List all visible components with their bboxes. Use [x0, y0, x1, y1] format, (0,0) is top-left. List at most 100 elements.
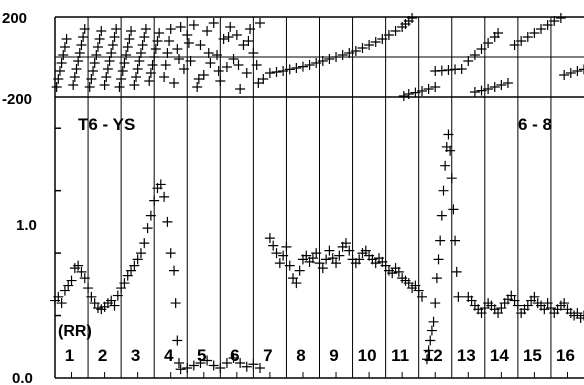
phase-point: [559, 70, 570, 80]
ratio-point: [268, 240, 279, 251]
ratio-point: [145, 210, 156, 221]
phase-point: [208, 18, 219, 28]
phase-point: [140, 24, 151, 34]
ratio-point: [142, 223, 153, 234]
ratio-point: [445, 145, 456, 156]
ratio-point: [139, 238, 150, 249]
x-label-5: 5: [197, 346, 206, 365]
phase-point: [119, 58, 130, 68]
phase-point: [135, 48, 146, 58]
ratio-point: [155, 179, 166, 190]
data-points: [50, 13, 584, 375]
phase-point: [99, 80, 110, 90]
phase-point: [129, 80, 140, 90]
ratio-point: [112, 290, 123, 301]
phase-point: [248, 48, 259, 58]
ratio-point: [172, 335, 183, 346]
ratio-point: [86, 291, 97, 302]
ratio-point: [83, 283, 94, 294]
phase-point: [430, 82, 441, 92]
x-label-1: 1: [65, 346, 74, 365]
ratio-point: [311, 248, 322, 259]
phase-point: [178, 64, 189, 74]
phase-point: [218, 34, 229, 44]
phase-point: [254, 18, 265, 28]
phase-point: [131, 72, 142, 82]
phase-point: [91, 50, 102, 60]
phase-point: [96, 26, 107, 36]
phase-point: [152, 36, 163, 46]
phase-point: [243, 36, 254, 46]
phase-point: [162, 48, 173, 58]
phase-point: [173, 54, 184, 64]
phase-point: [202, 26, 213, 36]
ratio-point: [235, 358, 246, 369]
phase-point: [235, 84, 246, 94]
ratio-point: [453, 291, 464, 302]
phase-point: [542, 20, 553, 30]
ratio-point: [450, 235, 461, 246]
ratio-point: [321, 254, 332, 265]
phase-point: [193, 74, 204, 84]
grid-lines: [55, 17, 584, 378]
phase-point: [92, 42, 103, 52]
phase-point: [476, 85, 487, 96]
ratio-point: [294, 265, 305, 276]
ratio-point: [413, 285, 424, 296]
annotation-left: T6 - YS: [78, 115, 135, 134]
ratio-point: [169, 265, 180, 276]
ratio-point: [334, 250, 345, 261]
ratio-point: [431, 273, 442, 284]
phase-point: [59, 42, 70, 52]
phase-point: [203, 48, 214, 58]
phase-point: [331, 52, 342, 62]
ratio-point: [221, 358, 232, 369]
ratio-point: [165, 248, 176, 259]
phase-point: [114, 82, 125, 92]
phase-point: [101, 72, 112, 82]
phase-point: [182, 30, 193, 40]
phase-point: [225, 22, 236, 32]
phase-point: [89, 58, 100, 68]
ratio-point: [440, 160, 451, 171]
top-ytick-max: 200: [2, 10, 27, 27]
phase-point: [291, 63, 302, 73]
x-label-2: 2: [98, 346, 107, 365]
phase-point: [102, 64, 113, 74]
ratio-point: [175, 364, 186, 375]
phase-point: [555, 13, 566, 23]
phase-point: [245, 24, 256, 34]
phase-point: [390, 26, 401, 36]
ratio-point: [170, 298, 181, 309]
phase-point: [132, 64, 143, 74]
phase-point: [121, 50, 132, 60]
phase-point: [117, 66, 128, 76]
phase-point: [124, 34, 135, 44]
x-label-6: 6: [230, 346, 239, 365]
phase-point: [213, 66, 224, 76]
ratio-point: [579, 310, 584, 321]
phase-point: [253, 78, 264, 88]
phase-point: [198, 70, 209, 80]
top-ytick-min: -200: [2, 91, 32, 108]
x-label-16: 16: [556, 346, 575, 365]
ratio-point: [425, 335, 436, 346]
phase-point: [469, 50, 480, 60]
ratio-point: [284, 260, 295, 271]
phase-point: [51, 82, 62, 92]
phase-point: [88, 66, 99, 76]
ratio-point: [340, 238, 351, 249]
tick-marks: [55, 127, 568, 378]
phase-point: [350, 46, 361, 56]
ratio-point: [529, 291, 540, 302]
phase-point: [154, 28, 165, 38]
ratio-point: [274, 258, 285, 269]
phase-point: [317, 56, 328, 66]
ratio-point: [208, 360, 219, 371]
phase-point: [536, 24, 547, 34]
phase-point: [69, 72, 80, 82]
phase-point: [122, 42, 133, 52]
phase-point: [398, 91, 409, 101]
phase-point: [228, 54, 239, 64]
